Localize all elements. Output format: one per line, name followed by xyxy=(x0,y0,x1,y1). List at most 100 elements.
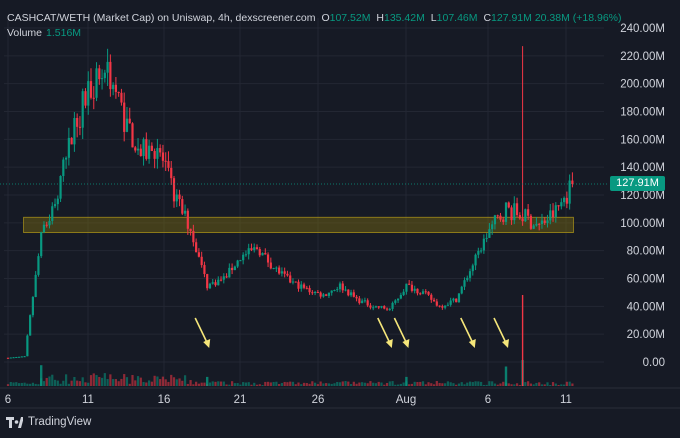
volume-bar xyxy=(468,381,472,386)
volume-bar xyxy=(23,382,26,386)
candle-body xyxy=(159,148,162,153)
volume-bar xyxy=(29,383,32,386)
y-tick-label: 100.00M xyxy=(620,218,665,230)
volume-bar xyxy=(197,383,200,386)
x-tick-label: Aug xyxy=(396,394,416,406)
volume-bar xyxy=(258,384,261,386)
low-value: 107.46M xyxy=(436,12,478,24)
candle-body xyxy=(117,91,120,93)
candle-body xyxy=(247,248,250,255)
volume-spike xyxy=(405,376,408,386)
candle-body xyxy=(222,276,225,280)
volume-bar xyxy=(366,383,369,386)
volume-bar xyxy=(20,382,23,386)
volume-bar xyxy=(236,383,239,386)
candle-body xyxy=(12,357,15,359)
volume-bar xyxy=(6,384,10,386)
volume-bar xyxy=(408,384,411,386)
volume-spike xyxy=(504,366,508,386)
candle-body xyxy=(311,292,314,294)
volume-bar xyxy=(89,375,93,386)
volume-bar xyxy=(435,381,438,386)
volume-bar xyxy=(117,381,120,386)
volume-bar xyxy=(65,374,68,386)
volume-bar xyxy=(183,375,187,386)
volume-bar xyxy=(551,382,555,386)
candle-body xyxy=(308,287,311,293)
volume-bar xyxy=(62,380,65,386)
volume-bar xyxy=(571,383,574,386)
pair-subtitle: (Market Cap) on Uniswap, 4h, dexscreener… xyxy=(93,12,316,24)
high-label: H xyxy=(376,12,384,24)
volume-bar xyxy=(56,380,59,386)
candle-body xyxy=(59,175,62,199)
volume-bar xyxy=(266,381,270,386)
volume-bar xyxy=(59,383,62,386)
candle-body xyxy=(466,277,469,281)
volume-bar xyxy=(242,382,245,386)
volume-bar xyxy=(336,381,339,386)
y-tick-label: 160.00M xyxy=(620,134,665,146)
annotation-arrows xyxy=(194,317,509,348)
candle-body xyxy=(145,139,148,159)
volume-bar xyxy=(45,377,48,386)
candle-body xyxy=(70,137,73,145)
volume-bar xyxy=(535,382,538,386)
candle-body xyxy=(316,291,319,293)
candle-body xyxy=(112,84,115,90)
candle-body xyxy=(167,161,170,168)
candle-body xyxy=(269,262,272,269)
volume-bar xyxy=(228,384,231,386)
volume-bar xyxy=(496,384,499,386)
candle-body xyxy=(568,180,571,204)
candle-body xyxy=(286,273,289,276)
candle-body xyxy=(314,291,317,294)
candle-body xyxy=(372,307,375,309)
close-value: 127.91M xyxy=(491,12,532,24)
candle-body xyxy=(363,300,366,302)
volume-bar xyxy=(491,381,494,386)
candle-body xyxy=(148,145,151,159)
candle-body xyxy=(172,178,176,202)
candle-body xyxy=(491,224,494,230)
candle-body xyxy=(203,265,206,275)
candle-body xyxy=(405,283,408,292)
volume-bar xyxy=(244,382,248,386)
annotation-arrowhead xyxy=(502,339,509,348)
candle-body xyxy=(131,123,134,148)
volume-bar xyxy=(156,376,159,386)
tradingview-brand[interactable]: TradingView xyxy=(6,416,91,428)
candle-body xyxy=(507,202,510,208)
candle-body xyxy=(380,306,383,308)
candle-body xyxy=(427,291,430,295)
candle-body xyxy=(156,148,159,159)
candle-body xyxy=(302,284,306,288)
candle-body xyxy=(239,260,242,262)
volume-bar xyxy=(98,376,101,386)
candle-body xyxy=(53,204,57,207)
volume-bar xyxy=(164,379,167,386)
candle-body xyxy=(62,159,65,176)
pair-name: CASHCAT/WETH xyxy=(7,12,91,24)
candle-body xyxy=(546,220,549,224)
volume-bar xyxy=(67,383,70,386)
candle-body xyxy=(15,356,18,358)
volume-bar xyxy=(493,383,497,386)
annotation-arrow xyxy=(194,317,209,346)
candle-body xyxy=(460,286,463,294)
volume-bar xyxy=(42,381,46,386)
candle-body xyxy=(300,284,303,289)
volume-bar xyxy=(112,379,115,386)
candle-body xyxy=(529,215,532,229)
candle-body xyxy=(477,250,480,255)
volume-bar xyxy=(474,381,477,386)
annotation-arrowhead xyxy=(385,339,393,348)
candle-body xyxy=(84,91,87,106)
candle-body xyxy=(233,266,236,271)
x-tick-label: 11 xyxy=(82,394,94,406)
candle-body xyxy=(161,152,165,161)
volume-bar xyxy=(518,384,521,386)
candle-body xyxy=(297,281,300,289)
volume-bar xyxy=(291,381,295,386)
volume-bar xyxy=(369,381,372,386)
